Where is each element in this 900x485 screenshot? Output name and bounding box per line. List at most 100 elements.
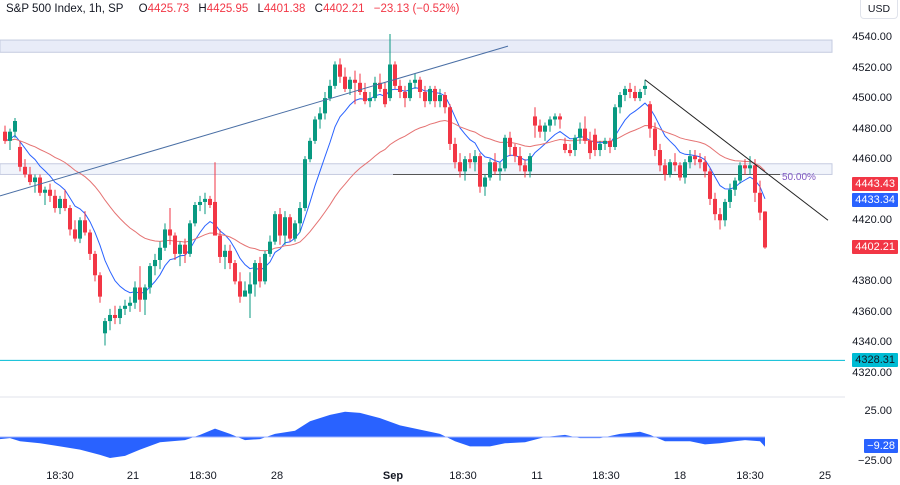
candle-body [13, 121, 17, 132]
candle-body [608, 140, 612, 147]
candle-body [333, 64, 337, 86]
currency-button[interactable]: USD [860, 0, 898, 19]
candle-body [8, 131, 12, 141]
candle-body [158, 247, 162, 260]
time-label: 25 [818, 470, 832, 482]
candle-body [338, 64, 342, 77]
change-value: −23.13 (−0.52%) [373, 3, 460, 15]
candle-body [708, 171, 712, 199]
candle-body [483, 177, 487, 187]
candle-body [573, 137, 577, 151]
candle-body [518, 156, 522, 166]
candle-body [248, 284, 252, 294]
candle-body [498, 168, 502, 172]
price-axis[interactable]: 4540.00 4520.00 4500.00 4480.00 4460.00 4420.… [845, 0, 900, 467]
time-label: 18:30 [189, 470, 217, 482]
candle-body [93, 253, 97, 276]
candle-body [138, 287, 142, 300]
candle-body [503, 137, 507, 169]
candle-body [258, 263, 262, 282]
candle-body [713, 198, 717, 215]
candle-body [428, 88, 432, 102]
candle-body [63, 198, 67, 209]
candle-body [78, 220, 82, 239]
horizontal-zones [0, 39, 833, 175]
candle-body [233, 263, 237, 282]
candle-body [163, 229, 167, 248]
candle-body [123, 305, 127, 309]
close-label: C [314, 3, 323, 15]
candle-body [38, 177, 42, 193]
candle-body [478, 156, 482, 187]
candle-body [663, 165, 667, 175]
candle-body [238, 281, 242, 297]
candle-body [213, 201, 217, 236]
candle-body [648, 104, 652, 129]
time-label: 18:30 [449, 470, 477, 482]
candle-body [278, 214, 282, 236]
candle-body [243, 290, 247, 297]
candle-body [423, 91, 427, 102]
candle-body [193, 205, 197, 224]
candle-body [628, 88, 632, 92]
oscillator-tick: 25.00 [864, 405, 892, 417]
trendlines[interactable] [0, 45, 829, 221]
candle-body [53, 195, 57, 209]
candle-body [353, 79, 357, 83]
candle-body [723, 201, 727, 221]
candle-body [228, 250, 232, 264]
candle-body [253, 263, 257, 285]
mid-zone [0, 163, 833, 175]
oscillator-value-badge: −9.28 [864, 439, 898, 453]
candle-body [763, 211, 767, 248]
candle-body [198, 201, 202, 206]
candle-body [578, 128, 582, 138]
candle-body [128, 302, 132, 306]
candlesticks [3, 33, 767, 346]
candle-body [348, 79, 352, 89]
rising-trendline [0, 45, 509, 197]
candle-body [183, 244, 187, 254]
candle-body [293, 223, 297, 239]
candle-body [468, 159, 472, 163]
high-value: 4425.95 [206, 3, 249, 15]
candle-body [413, 79, 417, 83]
candle-body [653, 128, 657, 151]
price-tick: 4480.00 [852, 122, 892, 135]
candle-body [743, 165, 747, 169]
low-value: 4401.38 [263, 3, 306, 15]
candle-body [178, 244, 182, 254]
candle-body [473, 156, 477, 163]
chart-canvas[interactable]: 50.00% [0, 0, 845, 468]
candle-body [718, 214, 722, 221]
candle-body [568, 150, 572, 154]
candle-body [583, 128, 587, 141]
fib-50-label: 50.00% [782, 172, 816, 183]
candle-body [603, 140, 607, 144]
candle-body [488, 162, 492, 178]
candle-body [208, 198, 212, 206]
candle-body [133, 287, 137, 303]
candle-body [73, 229, 77, 239]
candle-body [668, 162, 672, 175]
candle-body [458, 162, 462, 172]
candle-body [623, 88, 627, 96]
price-tick: 4340.00 [852, 336, 892, 349]
open-value: 4425.73 [147, 3, 190, 15]
candle-body [513, 146, 517, 157]
candle-body [678, 165, 682, 178]
price-tick: 4500.00 [852, 92, 892, 105]
candle-body [403, 91, 407, 99]
time-axis[interactable]: 18:30 21 18:30 28 Sep 18:30 11 18:30 18 18:30 25 [0, 468, 845, 485]
candle-body [463, 159, 467, 172]
candle-body [283, 217, 287, 236]
resistance-zone [0, 39, 833, 53]
candle-body [558, 116, 562, 120]
candle-body [533, 116, 537, 126]
candle-body [393, 64, 397, 86]
candle-body [33, 177, 37, 183]
candle-body [673, 162, 677, 166]
price-tick: 4320.00 [852, 367, 892, 379]
price-tick: 4420.00 [852, 214, 892, 227]
candle-body [323, 98, 327, 114]
